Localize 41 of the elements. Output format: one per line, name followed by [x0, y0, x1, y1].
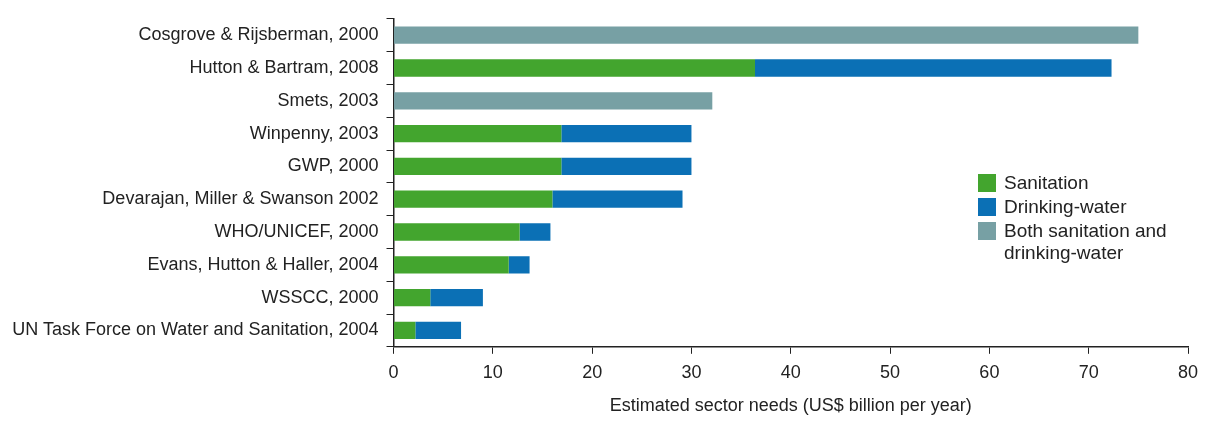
x-axis-title: Estimated sector needs (US$ billion per year)	[609, 395, 972, 416]
bar	[508, 256, 530, 274]
bar	[552, 190, 683, 208]
y-tick-label: Smets, 2003	[277, 89, 379, 110]
y-tick-label: WSSCC, 2000	[261, 286, 379, 307]
bar	[394, 223, 520, 241]
x-tick-label: 40	[780, 361, 801, 382]
bar	[561, 124, 692, 143]
bar	[394, 321, 416, 340]
bar	[755, 59, 1112, 77]
bar	[394, 26, 1139, 44]
y-tick-label: Cosgrove & Rijsberman, 2000	[138, 24, 379, 45]
bar	[394, 256, 509, 274]
bar	[394, 92, 713, 110]
bar	[394, 157, 562, 176]
bar	[561, 157, 692, 176]
x-tick-label: 50	[880, 361, 901, 382]
bar	[394, 288, 431, 307]
bar	[415, 321, 462, 340]
x-tick-label: 20	[582, 361, 603, 382]
legend-label: Drinking-water	[1004, 196, 1128, 218]
x-tick-label: 0	[388, 361, 399, 382]
bar	[519, 223, 551, 241]
y-tick-label: Hutton & Bartram, 2008	[189, 56, 379, 77]
y-tick-label: UN Task Force on Water and Sanitation, 2004	[12, 319, 379, 340]
y-tick-label: GWP, 2000	[287, 155, 379, 176]
y-tick-label: Winpenny, 2003	[249, 122, 379, 143]
legend-label: Sanitation	[1004, 172, 1090, 194]
x-tick-label: 70	[1078, 361, 1099, 382]
y-tick-label: WHO/UNICEF, 2000	[214, 220, 379, 241]
x-tick-label: 60	[979, 361, 1000, 382]
bar	[394, 190, 553, 208]
legend-label: Both sanitation and drinking-water	[1004, 220, 1168, 264]
x-tick-label: 30	[681, 361, 702, 382]
bar	[430, 288, 483, 307]
bar	[394, 59, 756, 77]
x-tick-label: 10	[482, 361, 503, 382]
x-tick-label: 80	[1177, 361, 1199, 382]
bar	[394, 124, 562, 143]
y-tick-label: Devarajan, Miller & Swanson 2002	[102, 188, 379, 209]
y-tick-label: Evans, Hutton & Haller, 2004	[147, 253, 379, 274]
